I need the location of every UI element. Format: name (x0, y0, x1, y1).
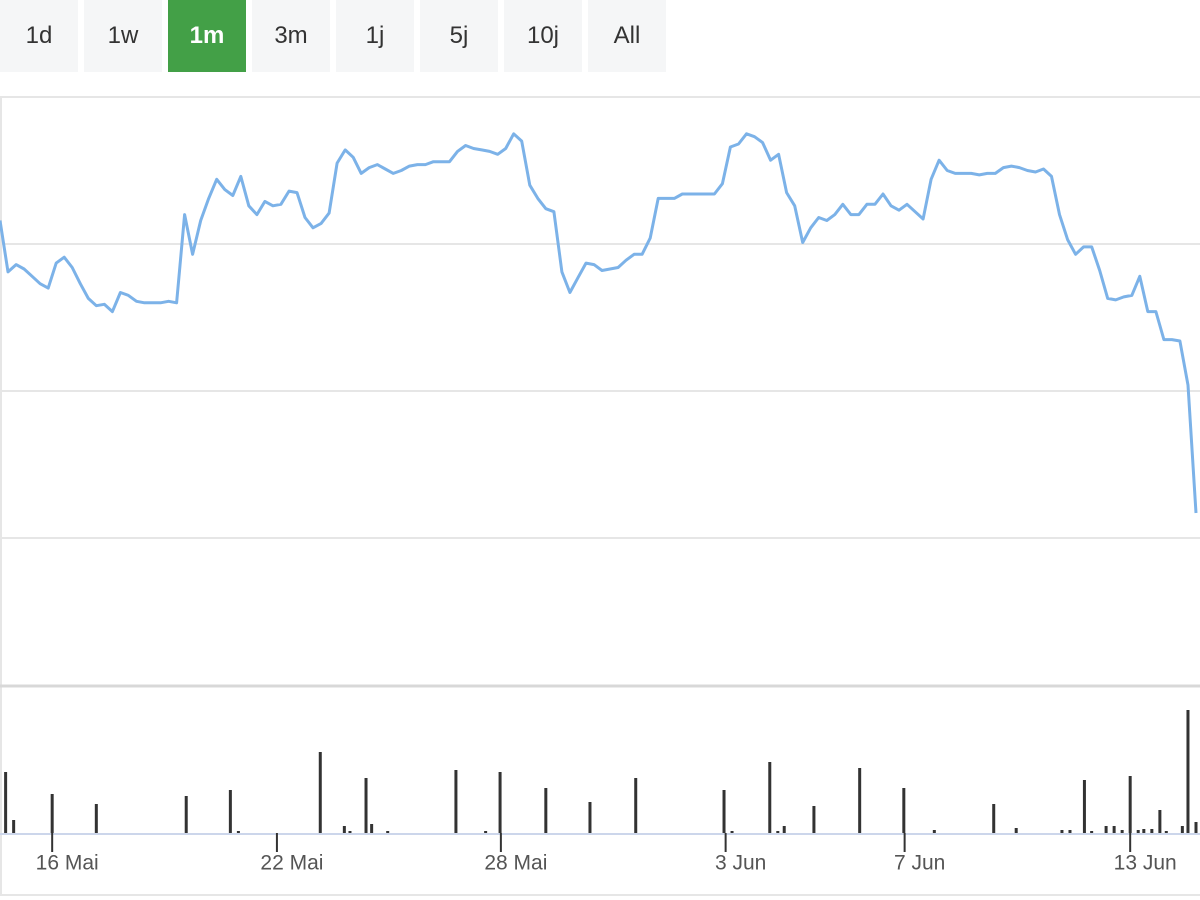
volume-bar (12, 820, 16, 833)
volume-bar (4, 772, 8, 833)
volume-bar (992, 804, 996, 833)
volume-bar (50, 794, 54, 833)
range-button[interactable]: 3m (252, 0, 330, 72)
volume-bar (454, 770, 458, 833)
volume-bar (1014, 828, 1018, 833)
volume-bar (342, 826, 346, 833)
volume-bar (932, 830, 936, 833)
volume-bar (634, 778, 638, 833)
price-line (0, 132, 1198, 514)
volume-bar (1142, 829, 1146, 833)
volume-bar (228, 790, 232, 833)
volume-bar (902, 788, 906, 833)
x-tick-label: 16 Mai (36, 852, 99, 875)
volume-bar (1186, 710, 1190, 833)
volume-bar (1164, 831, 1168, 833)
x-tick-label: 7 Jun (894, 852, 945, 875)
volume-bar (1060, 830, 1064, 833)
volume-bar (348, 831, 352, 833)
range-button[interactable]: 5j (420, 0, 498, 72)
range-button[interactable]: 1j (336, 0, 414, 72)
range-button[interactable]: All (588, 0, 666, 72)
volume-bar (236, 831, 240, 833)
volume-bar (782, 826, 786, 833)
volume-bar (484, 831, 488, 833)
volume-bar (730, 831, 734, 833)
volume-bar (1120, 830, 1124, 833)
volume-bar (370, 824, 374, 833)
x-tick-label: 13 Jun (1114, 852, 1177, 875)
volume-bar (1180, 826, 1184, 833)
range-button[interactable]: 1w (84, 0, 162, 72)
volume-bar (1104, 826, 1108, 833)
volume-bar (858, 768, 862, 833)
volume-bar (1112, 826, 1116, 833)
volume-bar (184, 796, 188, 833)
volume-bar (1128, 776, 1132, 833)
volume-bar (722, 790, 726, 833)
x-tick-label: 3 Jun (715, 852, 766, 875)
volume-bar (1082, 780, 1086, 833)
volume-bar (768, 762, 772, 833)
volume-bar (812, 806, 816, 833)
volume-bar (1090, 831, 1094, 833)
volume-bar (364, 778, 368, 833)
volume-bar (94, 804, 98, 833)
volume-bar (386, 831, 390, 833)
volume-bar (544, 788, 548, 833)
range-button[interactable]: 1m (168, 0, 246, 72)
volume-bar (1194, 822, 1198, 833)
x-tick-label: 22 Mai (260, 852, 323, 875)
volume-bar (318, 752, 322, 833)
volume-bar (1158, 810, 1162, 833)
volume-bar (498, 772, 502, 833)
x-tick-label: 28 Mai (484, 852, 547, 875)
volume-bar (776, 831, 780, 833)
volume-bar (588, 802, 592, 833)
range-button[interactable]: 10j (504, 0, 582, 72)
volume-bar (1068, 830, 1072, 833)
volume-bar (1150, 829, 1154, 833)
range-button[interactable]: 1d (0, 0, 78, 72)
volume-bar (1136, 830, 1140, 833)
